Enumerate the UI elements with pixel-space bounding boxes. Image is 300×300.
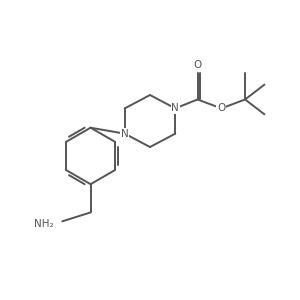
- Text: O: O: [217, 103, 226, 113]
- Text: N: N: [121, 129, 129, 139]
- Text: NH₂: NH₂: [34, 219, 53, 229]
- Text: O: O: [194, 60, 202, 70]
- Text: N: N: [171, 103, 179, 113]
